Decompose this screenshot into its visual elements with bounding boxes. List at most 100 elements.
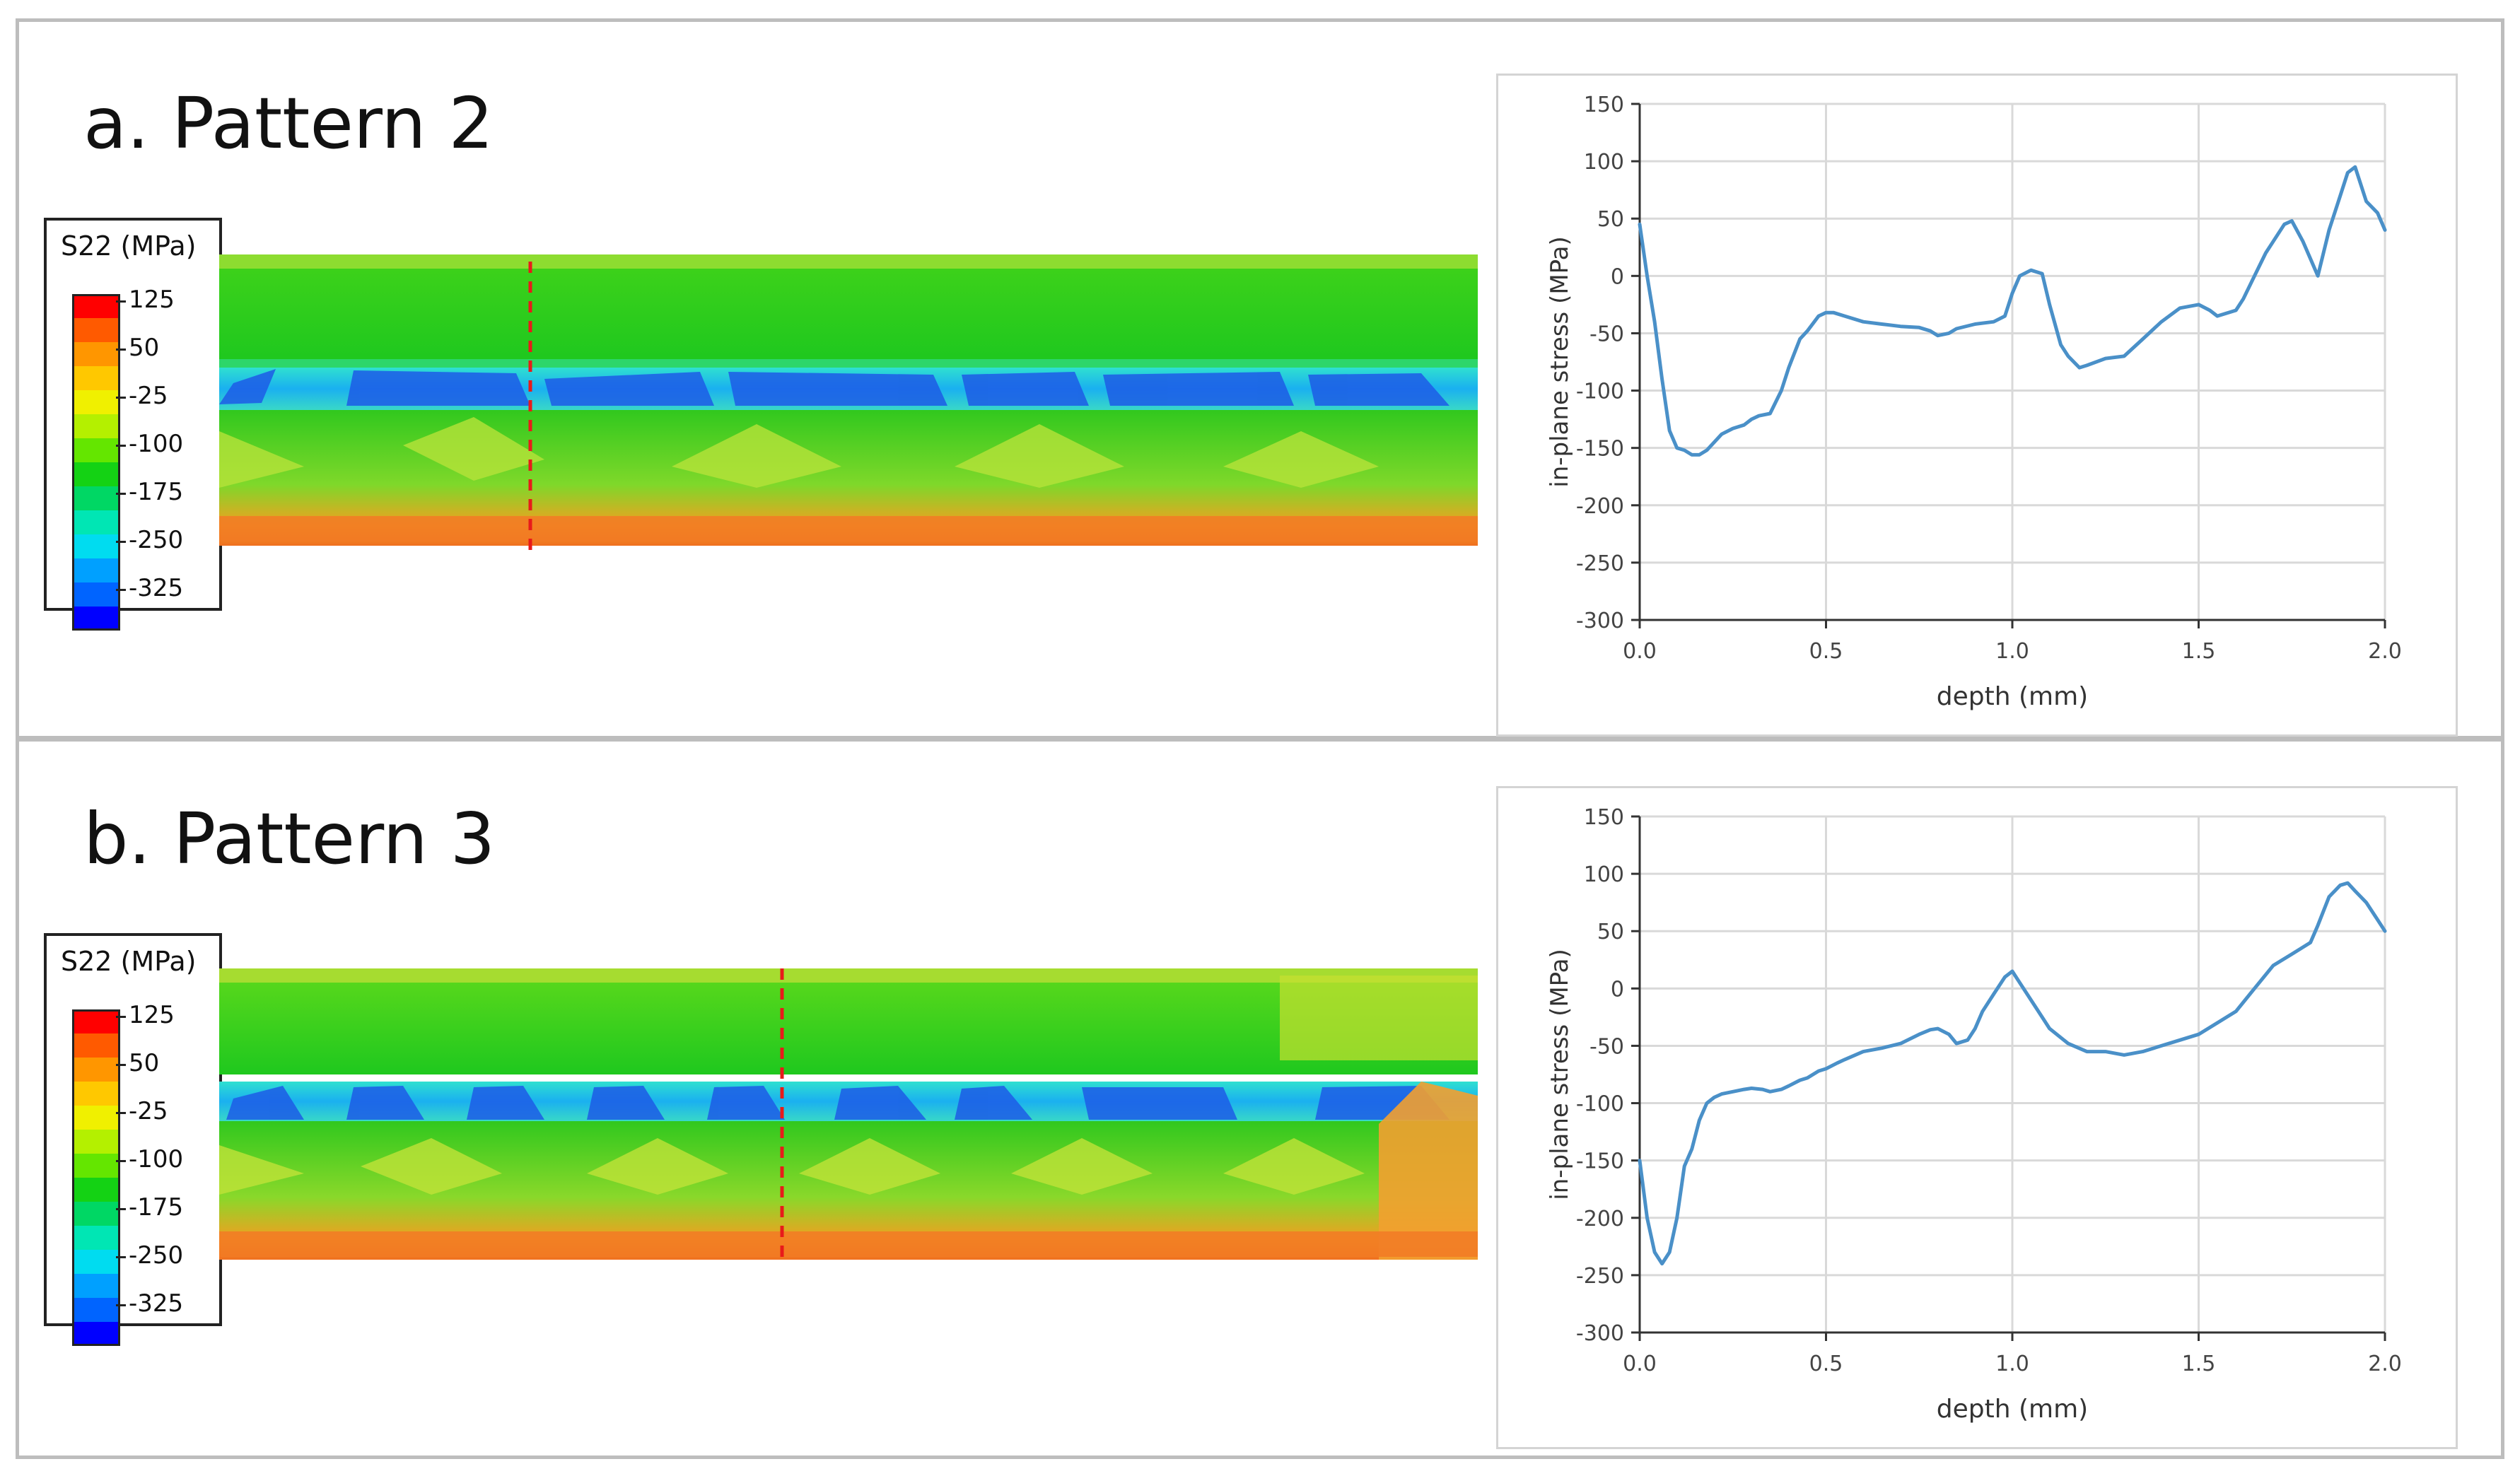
legend-swatch	[72, 1250, 120, 1274]
y-tick-label: 50	[1597, 207, 1624, 232]
legend-swatch	[72, 607, 120, 631]
y-tick-label: -50	[1589, 322, 1624, 346]
panel-b-legend: S22 (MPa) 125 50 -25 -100 -175 -250 -325	[44, 933, 222, 1346]
y-tick-label: -50	[1589, 1034, 1624, 1059]
panel-b-title: b. Pattern 3	[83, 797, 496, 880]
y-tick-label: -250	[1576, 551, 1624, 576]
panel-a-title: a. Pattern 2	[83, 82, 494, 165]
legend-title: S22 (MPa)	[61, 946, 197, 977]
legend-tick	[116, 1304, 126, 1306]
legend-label: -100	[129, 430, 184, 458]
y-tick-label: 100	[1584, 862, 1624, 887]
legend-tick	[116, 348, 126, 351]
y-tick-label: -150	[1576, 437, 1624, 462]
legend-swatch	[72, 1106, 120, 1130]
legend-swatch	[72, 1322, 120, 1346]
y-tick-label: 150	[1584, 805, 1624, 830]
legend-tick	[116, 1208, 126, 1210]
legend-label: 125	[129, 286, 175, 314]
legend-swatch	[72, 558, 120, 582]
stress-series-line	[1638, 881, 2387, 1266]
x-tick-label: 0.0	[1623, 639, 1657, 664]
x-axis-title: depth (mm)	[1937, 1395, 2088, 1424]
legend-swatch	[72, 438, 120, 462]
x-tick-label: 0.0	[1623, 1352, 1657, 1376]
legend-swatch	[72, 1274, 120, 1298]
legend-label: -175	[129, 478, 184, 506]
legend-swatch	[72, 1082, 120, 1106]
legend-swatch	[72, 414, 120, 438]
panel-b-stress-contour	[219, 968, 1478, 1265]
legend-swatch	[72, 390, 120, 414]
stress-series-line	[1638, 165, 2387, 457]
y-axis-title: in-plane stress (MPa)	[1546, 236, 1574, 488]
x-tick-label: 1.5	[2182, 639, 2216, 664]
legend-swatch	[72, 1130, 120, 1154]
legend-swatch	[72, 294, 120, 318]
legend-tick	[116, 541, 126, 543]
x-tick-label: 1.5	[2182, 1352, 2216, 1376]
panel-a-stress-contour	[219, 254, 1478, 551]
x-tick-label: 1.0	[1995, 639, 2029, 664]
legend-swatch	[72, 1058, 120, 1082]
legend-label: -175	[129, 1193, 184, 1222]
legend-label: -25	[129, 1097, 168, 1125]
panel-a-legend: S22 (MPa) 125 50 -25 -100 -175 -250 -325	[44, 218, 222, 631]
legend-label: -325	[129, 1289, 184, 1318]
y-tick-label: -300	[1576, 609, 1624, 633]
y-tick-label: 50	[1597, 920, 1624, 944]
legend-swatch	[72, 510, 120, 534]
x-tick-label: 1.0	[1995, 1352, 2029, 1376]
y-tick-label: 0	[1611, 264, 1624, 289]
y-tick-label: -250	[1576, 1264, 1624, 1289]
legend-swatch	[72, 1033, 120, 1058]
panel-b-chart: 150 100 50 0 -50 -100 -150 -200 -250 -300 0.0 0.5 1.…	[1496, 786, 2458, 1449]
y-tick-label: -100	[1576, 1092, 1624, 1117]
legend-label: -250	[129, 1241, 184, 1270]
legend-label: -100	[129, 1145, 184, 1173]
legend-tick	[116, 397, 126, 399]
y-tick-label: -200	[1576, 494, 1624, 519]
legend-swatch	[72, 318, 120, 342]
legend-swatch	[72, 582, 120, 607]
legend-swatch	[72, 1178, 120, 1202]
legend-swatch	[72, 1154, 120, 1178]
y-tick-label: 100	[1584, 150, 1624, 175]
legend-swatch	[72, 342, 120, 366]
y-axis-title: in-plane stress (MPa)	[1546, 949, 1574, 1200]
legend-title: S22 (MPa)	[61, 230, 197, 262]
legend-label: -325	[129, 574, 184, 602]
y-tick-label: -300	[1576, 1321, 1624, 1346]
x-tick-label: 0.5	[1809, 1352, 1843, 1376]
panel-a-chart: 150 100 50 0 -50 -100 -150 -200 -250 -300 0.0 0.5 1.…	[1496, 74, 2458, 737]
legend-tick	[116, 493, 126, 495]
legend-tick	[116, 589, 126, 591]
legend-label: 125	[129, 1001, 175, 1029]
legend-swatch	[72, 366, 120, 390]
x-tick-label: 2.0	[2368, 639, 2402, 664]
y-tick-label: 150	[1584, 93, 1624, 117]
legend-tick	[116, 1016, 126, 1018]
x-axis-title: depth (mm)	[1937, 682, 2088, 711]
legend-tick	[116, 445, 126, 447]
y-tick-label: -200	[1576, 1207, 1624, 1231]
legend-label: 50	[129, 1049, 160, 1077]
legend-swatch	[72, 1202, 120, 1226]
legend-swatch	[72, 1298, 120, 1322]
y-tick-label: -150	[1576, 1149, 1624, 1174]
legend-tick	[116, 1160, 126, 1162]
x-tick-label: 0.5	[1809, 639, 1843, 664]
legend-tick	[116, 300, 126, 303]
legend-swatch	[72, 486, 120, 510]
legend-swatch	[72, 1226, 120, 1250]
legend-swatch	[72, 1009, 120, 1033]
y-tick-label: 0	[1611, 977, 1624, 1002]
legend-tick	[116, 1256, 126, 1258]
legend-tick	[116, 1112, 126, 1114]
y-tick-label: -100	[1576, 380, 1624, 404]
legend-swatch	[72, 462, 120, 486]
legend-label: 50	[129, 334, 160, 362]
legend-label: -250	[129, 526, 184, 554]
legend-swatch	[72, 534, 120, 558]
x-tick-label: 2.0	[2368, 1352, 2402, 1376]
